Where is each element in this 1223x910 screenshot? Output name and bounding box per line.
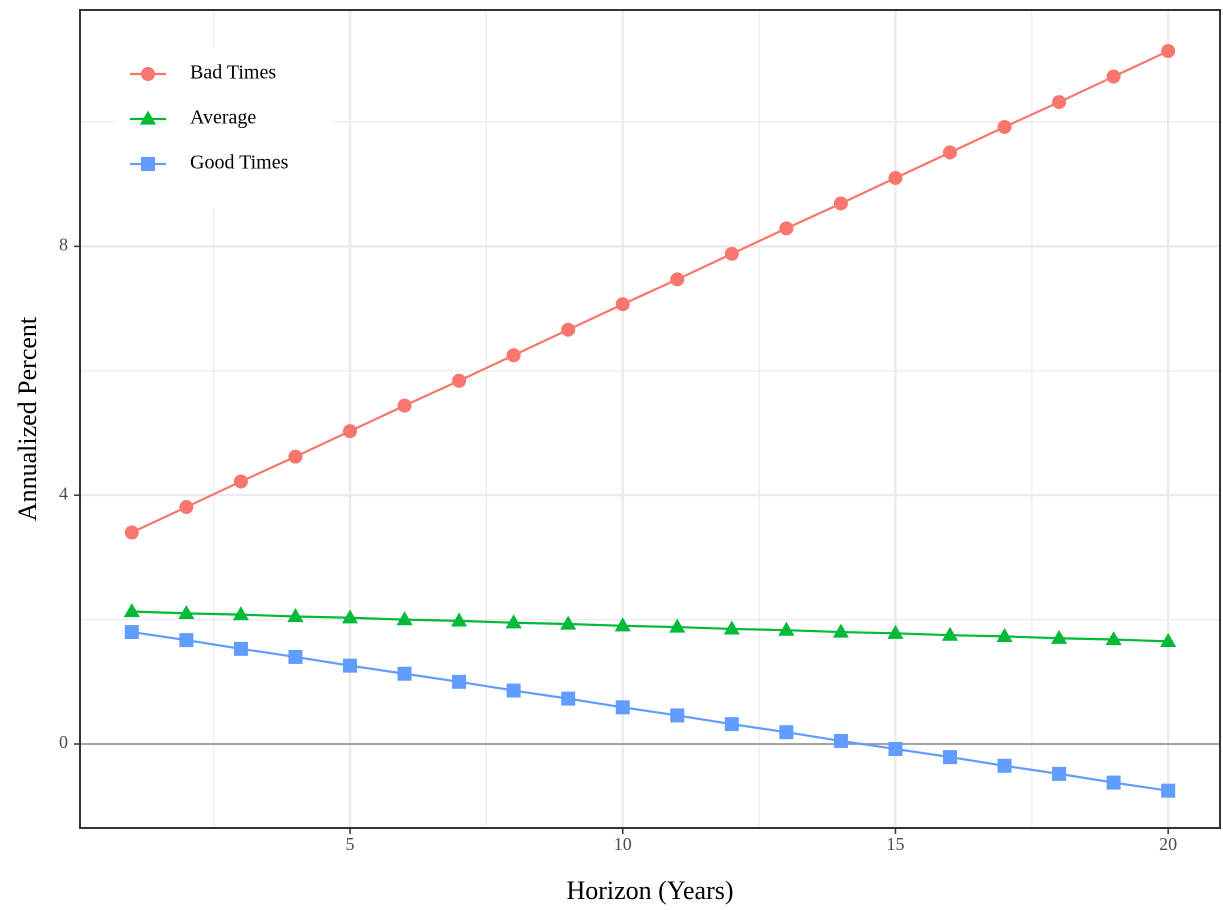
point [723, 620, 740, 635]
point [451, 612, 468, 627]
point [123, 603, 140, 618]
point [506, 348, 521, 363]
point [833, 196, 848, 211]
legend-label: Bad Times [190, 62, 276, 84]
legend-label: Average [190, 107, 256, 129]
legend-marker [141, 157, 155, 171]
point [888, 741, 903, 756]
point [778, 621, 795, 636]
point [888, 170, 903, 185]
point [341, 609, 359, 624]
point [997, 758, 1012, 773]
point [1161, 44, 1176, 59]
point [288, 449, 303, 464]
point [179, 500, 194, 515]
point [1106, 69, 1121, 84]
point [943, 145, 957, 160]
point [941, 626, 959, 641]
point [233, 641, 248, 656]
point [779, 725, 794, 740]
point [397, 666, 412, 681]
series-line [131, 610, 1169, 643]
x-axis-title: Horizon (Years) [566, 876, 733, 905]
point [887, 624, 904, 639]
point [343, 658, 357, 673]
point [1052, 95, 1067, 110]
point [179, 633, 194, 648]
point [614, 617, 631, 632]
point [561, 691, 576, 706]
series-line [131, 630, 1169, 792]
point [343, 424, 357, 439]
point [670, 272, 685, 287]
point [288, 649, 303, 664]
x-tick-label: 20 [1159, 834, 1177, 854]
point [124, 625, 139, 640]
point [615, 700, 630, 715]
point [1106, 775, 1121, 790]
point [669, 618, 686, 633]
legend-marker [141, 67, 155, 81]
point [670, 708, 685, 723]
point [506, 683, 521, 698]
y-axis-title: Annualized Percent [13, 316, 42, 521]
point [1105, 631, 1122, 646]
x-tick-label: 5 [346, 834, 355, 854]
point [233, 474, 248, 489]
point [943, 750, 957, 765]
point [996, 628, 1013, 643]
legend-label: Good Times [190, 152, 289, 174]
point [124, 525, 139, 540]
x-tick-label: 10 [614, 834, 632, 854]
point [1051, 629, 1068, 644]
point [724, 246, 739, 261]
y-tick-label: 8 [59, 235, 68, 255]
point [396, 611, 413, 626]
point [560, 615, 577, 630]
point [1161, 783, 1176, 798]
point [287, 608, 304, 623]
point [561, 322, 576, 337]
point [779, 221, 794, 236]
point [178, 604, 195, 619]
point [452, 674, 467, 689]
point [832, 623, 849, 638]
point [724, 717, 739, 732]
legend-marker [139, 110, 157, 125]
point [452, 373, 467, 388]
point [615, 297, 630, 312]
panel-border [79, 9, 1221, 829]
point [397, 398, 412, 413]
point [1160, 632, 1177, 647]
x-tick-label: 15 [886, 834, 904, 854]
y-tick-label: 4 [59, 483, 68, 503]
point [997, 119, 1012, 134]
point [505, 614, 522, 629]
point [232, 606, 249, 621]
point [833, 733, 848, 748]
series-line [131, 50, 1169, 534]
point [1052, 766, 1067, 781]
y-tick-label: 0 [59, 732, 68, 752]
